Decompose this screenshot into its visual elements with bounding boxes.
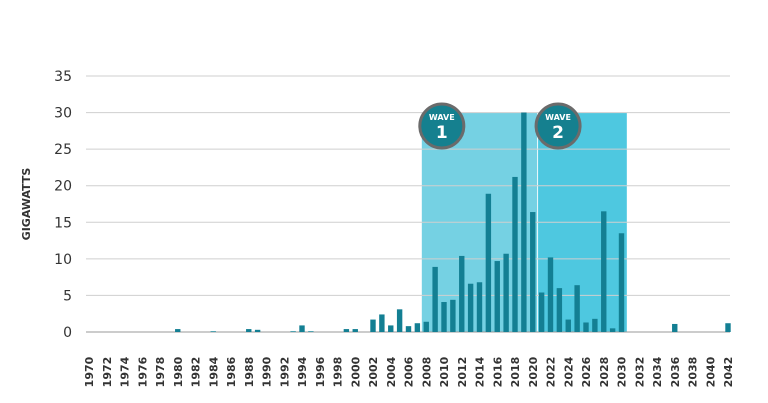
bar-2020 [530, 212, 536, 332]
x-tick-label: 1980 [172, 356, 185, 387]
x-tick-label: 1970 [83, 356, 96, 387]
x-tick-label: 2038 [687, 357, 700, 388]
bar-2021 [538, 292, 545, 332]
bar-1993 [290, 331, 296, 332]
bar-2010 [441, 302, 447, 332]
x-tick-label: 2016 [491, 356, 504, 387]
y-tick-label: 20 [54, 179, 72, 195]
bar-1980 [175, 329, 181, 332]
y-tick-label: 5 [63, 288, 72, 304]
x-tick-label: 2018 [509, 357, 522, 388]
bar-1989 [254, 329, 261, 332]
x-tick-label: 1986 [225, 356, 238, 387]
y-tick-label: 35 [54, 69, 72, 85]
x-tick-label: 2002 [367, 357, 380, 388]
bar-1984 [210, 331, 216, 332]
x-tick-label: 2036 [669, 356, 682, 387]
x-tick-label: 2020 [527, 356, 540, 387]
bar-2002 [370, 319, 376, 332]
bar-2019 [521, 112, 527, 332]
x-tick-label: 2032 [633, 357, 646, 388]
y-tick-label: 0 [63, 325, 72, 341]
x-tick-label: 2010 [438, 356, 451, 387]
x-tick-label: 2028 [598, 357, 611, 388]
x-tick-label: 1982 [190, 357, 203, 388]
y-tick-label: 15 [54, 215, 72, 231]
bar-2029 [609, 328, 616, 332]
wave-badge-number: 2 [552, 123, 564, 143]
bar-1999 [343, 329, 350, 332]
bar-1995 [308, 331, 314, 332]
bar-2013 [467, 283, 474, 332]
bar-2028 [601, 211, 607, 332]
bar-2004 [388, 325, 394, 332]
x-tick-label: 1994 [296, 356, 309, 387]
x-tick-label: 2034 [651, 356, 664, 387]
bar-1994 [299, 325, 305, 332]
y-tick-label: 30 [54, 106, 72, 122]
x-tick-label: 1990 [261, 356, 274, 387]
bar-2003 [379, 314, 385, 332]
x-tick-label: 1992 [278, 357, 291, 388]
x-tick-label: 2012 [456, 357, 469, 388]
x-tick-label: 1996 [314, 356, 327, 387]
bar-2017 [503, 253, 509, 332]
bar-2014 [476, 282, 483, 332]
bar-2012 [459, 255, 465, 332]
bar-2036 [672, 323, 678, 332]
x-tick-label: 2040 [704, 356, 717, 387]
bar-1988 [246, 329, 252, 332]
bar-2015 [485, 193, 492, 332]
x-tick-label: 1972 [101, 357, 114, 388]
x-tick-label: 2042 [722, 357, 735, 388]
bar-2008 [423, 321, 429, 332]
y-axis-label: GIGAWATTS [20, 168, 33, 241]
bar-2018 [512, 176, 518, 332]
x-tick-label: 2000 [349, 356, 362, 387]
y-tick-label: 25 [54, 142, 72, 158]
x-tick-label: 2006 [403, 356, 416, 387]
bar-2000 [352, 329, 358, 332]
x-tick-label: 1988 [243, 357, 256, 388]
bar-2006 [405, 326, 412, 332]
x-tick-label: 1978 [154, 357, 167, 388]
x-tick-label: 1998 [332, 357, 345, 388]
wave-badge-title: WAVE [429, 113, 455, 122]
wave-badge-title: WAVE [545, 113, 571, 122]
bar-2025 [574, 285, 580, 332]
x-tick-label: 2022 [545, 357, 558, 388]
bar-2026 [583, 322, 589, 332]
bar-2042 [725, 323, 731, 332]
bar-2027 [592, 318, 598, 332]
x-tick-label: 2024 [562, 356, 575, 387]
x-tick-label: 1984 [207, 356, 220, 387]
x-tick-label: 1974 [119, 356, 132, 387]
bar-2023 [556, 288, 563, 332]
x-tick-label: 2008 [420, 357, 433, 388]
x-tick-label: 2026 [580, 356, 593, 387]
bar-2005 [396, 309, 403, 332]
bar-2007 [414, 323, 421, 332]
x-tick-label: 2014 [474, 356, 487, 387]
x-tick-label: 1976 [136, 356, 149, 387]
wave-badge-number: 1 [436, 123, 448, 143]
x-tick-label: 2030 [616, 356, 629, 387]
bar-2011 [450, 299, 456, 332]
bar-2024 [565, 319, 571, 332]
bar-2022 [547, 257, 554, 332]
bar-2030 [618, 233, 625, 332]
bar-2016 [494, 261, 500, 332]
x-tick-label: 2004 [385, 356, 398, 387]
bar-2009 [432, 266, 438, 332]
y-tick-label: 10 [54, 252, 72, 268]
